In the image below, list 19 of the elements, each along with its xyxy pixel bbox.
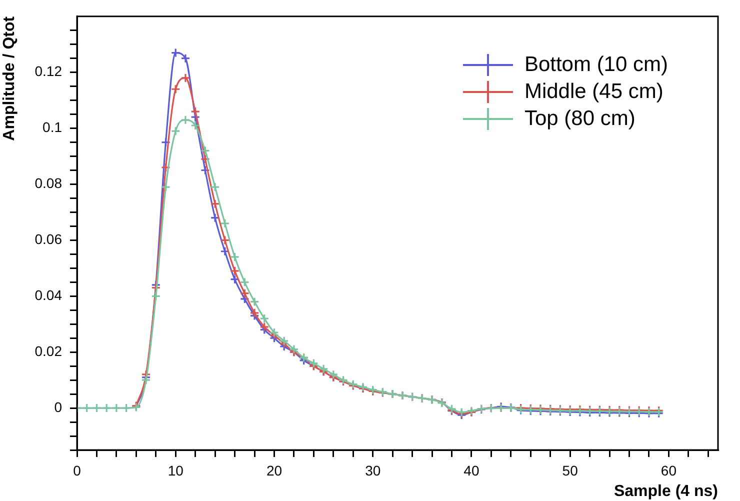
y-tick-label: 0.1: [42, 119, 62, 136]
legend-label: Top (80 cm): [524, 106, 636, 132]
y-tick-label: 0.06: [34, 231, 62, 248]
x-tick-label: 10: [168, 462, 184, 478]
y-tick-label: 0.08: [34, 175, 62, 192]
x-tick-label: 30: [365, 462, 381, 478]
y-tick-label: 0.04: [34, 287, 62, 303]
x-tick-label: 60: [660, 462, 677, 478]
y-tick-label: 0.12: [34, 63, 62, 80]
y-tick-label: 0.02: [34, 342, 62, 359]
x-tick-label: 40: [464, 462, 480, 478]
x-tick-label: 20: [266, 462, 282, 478]
y-tick-label: 0: [54, 398, 62, 415]
x-tick-label: 50: [562, 462, 578, 478]
legend-label: Middle (45 cm): [524, 79, 664, 106]
legend-label: Bottom (10 cm): [524, 52, 668, 78]
x-tick-label: 0: [73, 462, 82, 478]
y-axis-title: Amplitude / Qtot: [1, 16, 18, 141]
x-axis-title: Sample (4 ns): [614, 482, 718, 500]
